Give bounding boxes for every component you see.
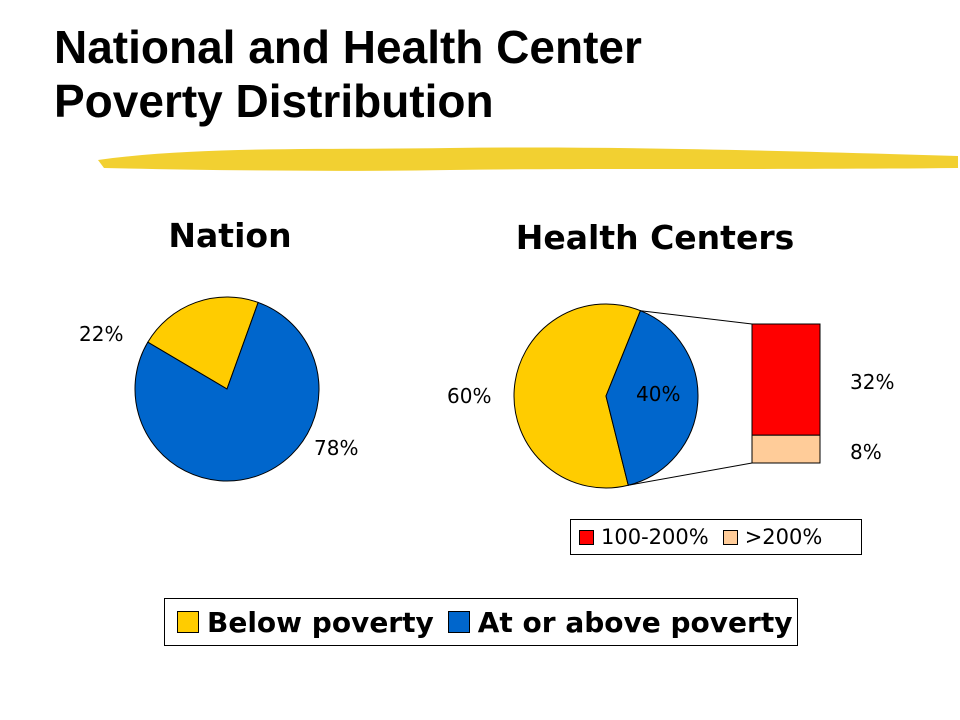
connector-line-top bbox=[640, 310, 753, 325]
legend-item-at-or-above-poverty: At or above poverty bbox=[447, 605, 807, 639]
nation-slice-at-or-above-poverty bbox=[134, 301, 320, 482]
legend-label-over-200: >200% bbox=[744, 525, 823, 549]
legend-label-at-or-above-poverty: At or above poverty bbox=[477, 605, 793, 639]
legend-swatch-100-200 bbox=[579, 529, 594, 545]
breakdown-legend: 100-200% >200% bbox=[570, 519, 862, 555]
nation-slice-below-poverty bbox=[147, 296, 259, 390]
legend-label-100-200: 100-200% bbox=[601, 525, 709, 549]
breakdown-label-over-200: 8% bbox=[850, 440, 882, 464]
breakdown-stacked-bar bbox=[751, 323, 821, 464]
legend-item-below-poverty: Below poverty bbox=[177, 606, 448, 639]
hc-label-above: 40% bbox=[636, 382, 680, 406]
nation-label-above: 78% bbox=[314, 436, 358, 460]
bar-segment-100-200 bbox=[751, 323, 821, 436]
connector-line-bottom bbox=[628, 462, 753, 486]
bar-segment-over-200 bbox=[751, 434, 821, 464]
legend-item-over-200: >200% bbox=[722, 525, 837, 549]
hc-label-below: 60% bbox=[447, 384, 491, 408]
legend-swatch-below-poverty bbox=[177, 611, 199, 633]
legend-item-100-200: 100-200% bbox=[579, 525, 723, 549]
hc-slice-at-or-above-poverty bbox=[605, 310, 699, 486]
slide-title-line-2: Poverty Distribution bbox=[54, 75, 494, 127]
breakdown-connector-lines bbox=[628, 310, 753, 486]
nation-pie bbox=[134, 296, 320, 482]
breakdown-label-100-200: 32% bbox=[850, 370, 894, 394]
health-centers-chart-title: Health Centers bbox=[515, 218, 795, 257]
nation-chart-title: Nation bbox=[168, 216, 292, 255]
legend-label-below-poverty: Below poverty bbox=[207, 605, 434, 639]
main-legend: Below poverty At or above poverty bbox=[164, 598, 798, 646]
slide-title-line-1: National and Health Center bbox=[54, 21, 642, 73]
hc-slice-below-poverty bbox=[513, 303, 642, 489]
health-centers-pie bbox=[513, 303, 699, 489]
slide-title: National and Health Center Poverty Distr… bbox=[54, 20, 934, 128]
legend-swatch-over-200 bbox=[722, 529, 738, 545]
legend-swatch-at-or-above-poverty bbox=[447, 611, 470, 633]
nation-label-below: 22% bbox=[79, 322, 123, 346]
highlight-brush-stroke bbox=[98, 147, 958, 171]
